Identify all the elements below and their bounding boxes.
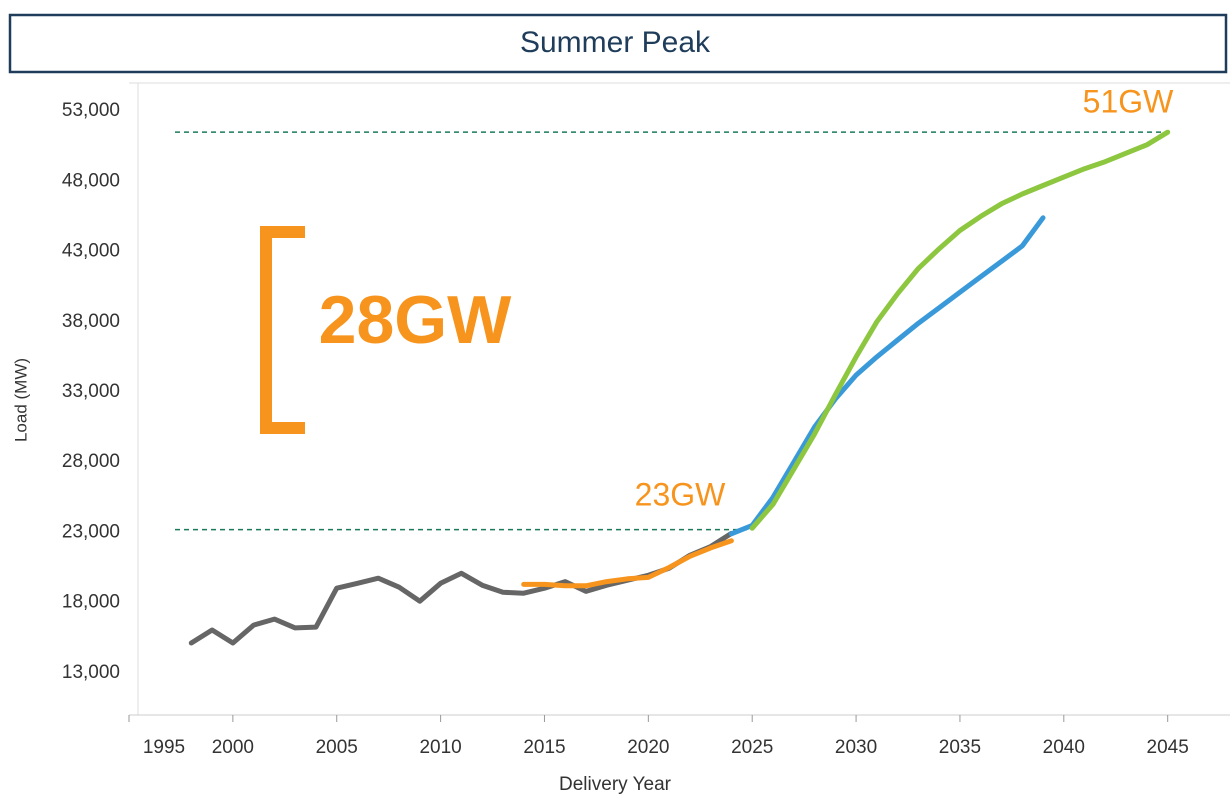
- y-tick-label: 23,000: [62, 521, 120, 542]
- y-tick-label: 38,000: [62, 311, 120, 332]
- y-tick-label: 33,000: [62, 381, 120, 402]
- y-tick-label: 48,000: [62, 170, 120, 191]
- y-axis-title: Load (MW): [11, 358, 30, 442]
- chart-title: Summer Peak: [520, 26, 711, 59]
- x-tick-label: 2040: [1043, 737, 1085, 758]
- line-series: [521, 538, 734, 589]
- x-tick-label: 2045: [1147, 737, 1189, 758]
- title-box: [8, 13, 1228, 74]
- line-series: [188, 530, 734, 646]
- x-tick-label: 2005: [316, 737, 358, 758]
- y-tick-label: 18,000: [62, 592, 120, 613]
- x-tick-label: 2035: [939, 737, 981, 758]
- x-tick-label: 2010: [419, 737, 461, 758]
- x-tick-label: 2000: [212, 737, 254, 758]
- y-tick-label: 53,000: [62, 100, 120, 121]
- bracket: [260, 226, 305, 434]
- x-tick-label: 1995: [143, 737, 185, 758]
- y-tick-label: 43,000: [62, 241, 120, 262]
- annotation: 28GW: [319, 282, 513, 358]
- x-tick-label: 2020: [627, 737, 669, 758]
- y-tick-label: 13,000: [62, 662, 120, 683]
- y-tick-label: 28,000: [62, 451, 120, 472]
- line-series: [749, 129, 1171, 531]
- annotation: 51GW: [1083, 83, 1174, 119]
- x-tick-label: 2015: [523, 737, 565, 758]
- x-tick-label: 2030: [835, 737, 877, 758]
- x-tick-label: 2025: [731, 737, 773, 758]
- annotation: 23GW: [635, 476, 726, 512]
- line-series: [728, 215, 1046, 537]
- x-axis-title: Delivery Year: [559, 774, 672, 795]
